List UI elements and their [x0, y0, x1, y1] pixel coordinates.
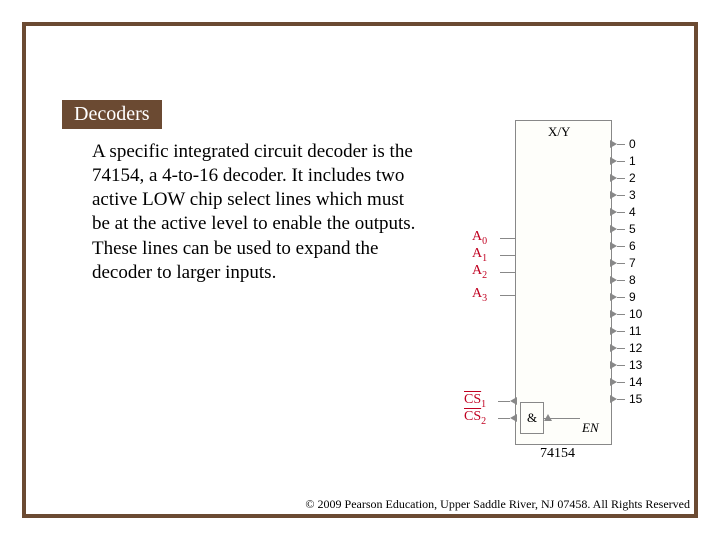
- output-pin-line: [617, 161, 625, 162]
- output-pin-line: [617, 246, 625, 247]
- body-text: A specific integrated circuit decoder is…: [92, 140, 422, 285]
- output-inv-triangle: [610, 242, 617, 250]
- output-label: 7: [629, 256, 636, 270]
- and-gate-symbol: &: [520, 402, 544, 434]
- output-pin-line: [617, 178, 625, 179]
- output-label: 15: [629, 392, 642, 406]
- output-label: 11: [629, 324, 641, 338]
- xy-label: X/Y: [548, 124, 570, 140]
- cs-pin-line: [498, 418, 510, 419]
- output-inv-triangle: [610, 327, 617, 335]
- output-inv-triangle: [610, 395, 617, 403]
- input-pin-line: [500, 238, 515, 239]
- output-label: 6: [629, 239, 636, 253]
- input-pin-line: [500, 272, 515, 273]
- output-inv-triangle: [610, 174, 617, 182]
- part-number: 74154: [540, 446, 575, 462]
- output-label: 9: [629, 290, 636, 304]
- output-pin-line: [617, 348, 625, 349]
- output-label: 1: [629, 154, 636, 168]
- output-label: 14: [629, 375, 642, 389]
- output-label: 8: [629, 273, 636, 287]
- output-pin-line: [617, 195, 625, 196]
- output-label: 12: [629, 341, 642, 355]
- chip-select-label: CS1: [464, 392, 486, 410]
- output-label: 2: [629, 171, 636, 185]
- output-inv-triangle: [610, 276, 617, 284]
- output-pin-line: [617, 263, 625, 264]
- output-pin-line: [617, 399, 625, 400]
- en-label: EN: [582, 420, 599, 436]
- output-pin-line: [617, 331, 625, 332]
- slide-title: Decoders: [62, 100, 162, 129]
- output-pin-line: [617, 280, 625, 281]
- output-inv-triangle: [610, 225, 617, 233]
- output-inv-triangle: [610, 140, 617, 148]
- address-input-label: A2: [472, 263, 487, 281]
- output-inv-triangle: [610, 259, 617, 267]
- en-triangle: [544, 414, 552, 421]
- output-label: 10: [629, 307, 642, 321]
- output-pin-line: [617, 297, 625, 298]
- output-inv-triangle: [610, 361, 617, 369]
- output-inv-triangle: [610, 378, 617, 386]
- output-pin-line: [617, 365, 625, 366]
- address-input-label: A0: [472, 229, 487, 247]
- output-label: 3: [629, 188, 636, 202]
- input-pin-line: [500, 255, 515, 256]
- cs-inv-triangle: [510, 414, 517, 422]
- output-pin-line: [617, 144, 625, 145]
- output-pin-line: [617, 382, 625, 383]
- output-label: 13: [629, 358, 642, 372]
- output-label: 5: [629, 222, 636, 236]
- output-pin-line: [617, 212, 625, 213]
- chip-body: [515, 120, 612, 445]
- address-input-label: A1: [472, 246, 487, 264]
- output-inv-triangle: [610, 310, 617, 318]
- cs-inv-triangle: [510, 397, 517, 405]
- output-inv-triangle: [610, 191, 617, 199]
- copyright-text: © 2009 Pearson Education, Upper Saddle R…: [0, 497, 690, 512]
- output-pin-line: [617, 314, 625, 315]
- output-inv-triangle: [610, 293, 617, 301]
- output-label: 0: [629, 137, 636, 151]
- cs-pin-line: [498, 401, 510, 402]
- output-inv-triangle: [610, 157, 617, 165]
- output-inv-triangle: [610, 208, 617, 216]
- decoder-diagram: X/Y 0123456789101112131415 A0A1A2A3 & EN…: [450, 120, 680, 460]
- output-inv-triangle: [610, 344, 617, 352]
- address-input-label: A3: [472, 286, 487, 304]
- output-pin-line: [617, 229, 625, 230]
- output-label: 4: [629, 205, 636, 219]
- input-pin-line: [500, 295, 515, 296]
- chip-select-label: CS2: [464, 409, 486, 427]
